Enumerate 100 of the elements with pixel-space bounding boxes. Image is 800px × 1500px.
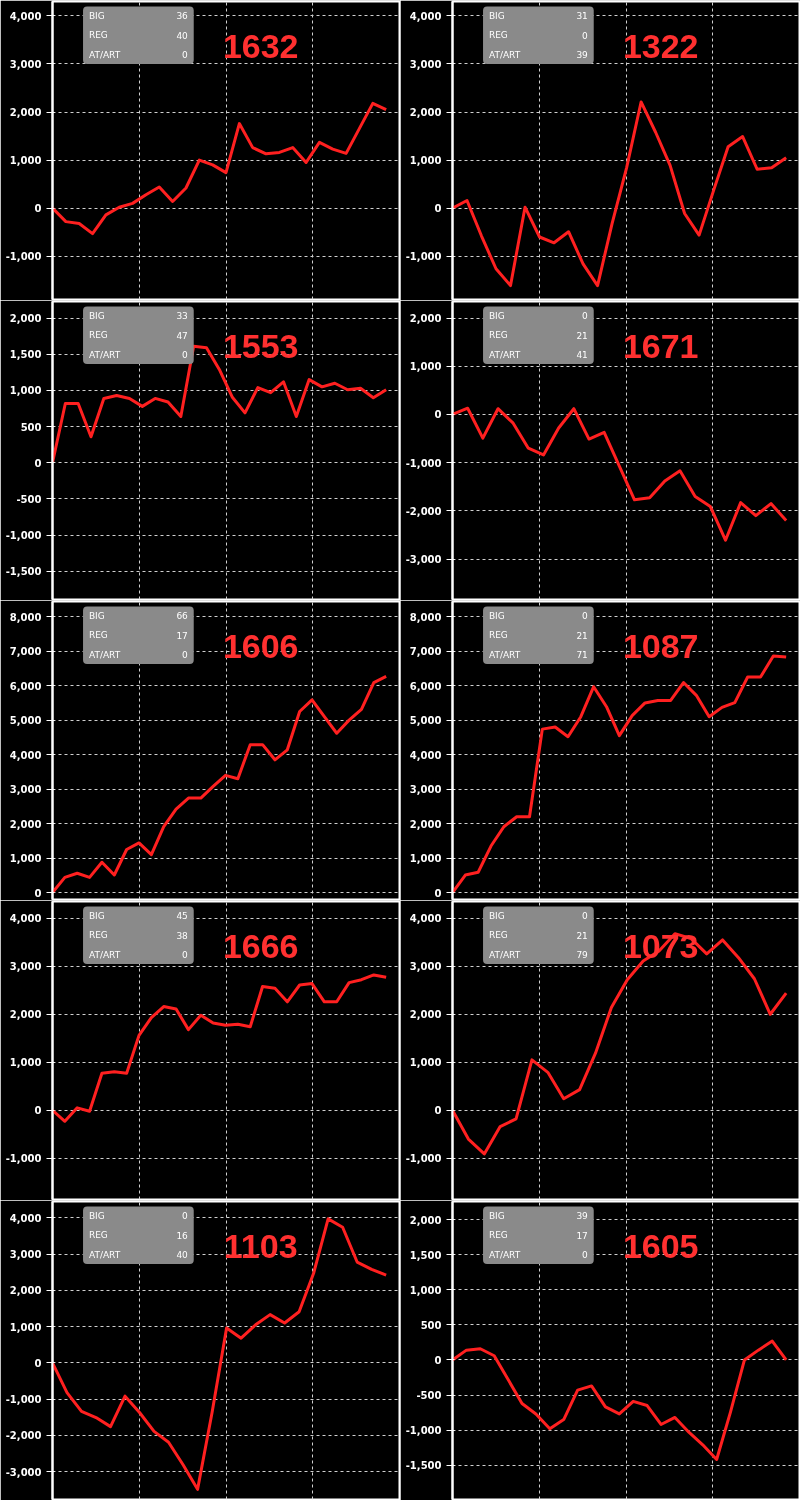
y-tick-label: 1,000 — [9, 1057, 42, 1069]
y-tick-label: 3,000 — [409, 784, 442, 796]
annotation: 31 — [576, 11, 588, 22]
y-tick-label: 4,000 — [9, 913, 42, 925]
y-tick-label: 1,000 — [409, 1284, 442, 1296]
annotation: 66 — [176, 611, 189, 622]
y-tick-label: -1,500 — [405, 1460, 442, 1472]
annotation: 0 — [182, 950, 189, 961]
y-tick-label: 0 — [434, 203, 442, 215]
y-tick-label: -3,000 — [405, 554, 442, 566]
y-tick-label: 2,000 — [9, 107, 42, 119]
annotation: BIG — [488, 1210, 505, 1221]
annotation: 21 — [576, 630, 588, 641]
y-tick-label: 2,000 — [9, 313, 42, 325]
annotation: 17 — [576, 1230, 588, 1241]
annotation: BIG — [88, 1210, 105, 1221]
y-tick-label: 1,000 — [9, 385, 42, 397]
annotation: REG — [88, 30, 108, 41]
annotation: AT/ART — [488, 949, 521, 960]
annotation: 0 — [582, 311, 589, 322]
y-tick-label: 0 — [34, 203, 42, 215]
annotation: 36 — [176, 11, 189, 22]
line-series — [452, 100, 788, 288]
annotation: 21 — [576, 330, 588, 341]
annotation: 39 — [576, 1211, 589, 1222]
y-tick-label: 8,000 — [409, 611, 442, 623]
y-tick-label: 0 — [34, 1357, 42, 1369]
y-tick-label: 2,000 — [409, 1214, 442, 1226]
y-tick-label: 0 — [34, 887, 42, 899]
line-series — [452, 406, 788, 542]
y-tick-label: 4,000 — [409, 10, 442, 22]
y-tick-label: -1,500 — [5, 566, 42, 578]
text: 1632 — [222, 26, 299, 65]
y-tick-label: 1,000 — [409, 853, 442, 865]
annotation: 16 — [176, 1230, 189, 1241]
annotation: 40 — [176, 1250, 189, 1261]
y-tick-label: 1,000 — [9, 1321, 42, 1333]
annotation: REG — [88, 930, 108, 941]
annotation: AT/ART — [88, 1249, 121, 1260]
line-series — [52, 674, 388, 895]
y-tick-label: -500 — [416, 1390, 442, 1402]
annotation: 0 — [582, 1250, 589, 1261]
line-series — [52, 101, 388, 236]
y-tick-label: -1,000 — [5, 530, 42, 542]
annotation: REG — [488, 630, 508, 641]
y-tick-label: 4,000 — [9, 10, 42, 22]
annotation: 45 — [176, 911, 188, 922]
annotation: AT/ART — [88, 649, 121, 660]
y-tick-label: 500 — [420, 1319, 442, 1331]
y-tick-label: 500 — [20, 421, 42, 433]
y-tick-label: -1,000 — [405, 251, 442, 263]
annotation: AT/ART — [88, 49, 121, 60]
annotation: BIG — [88, 610, 105, 621]
annotation: 0 — [582, 611, 589, 622]
annotation: 40 — [176, 30, 189, 41]
annotation: 33 — [176, 311, 188, 322]
y-tick-label: 5,000 — [9, 715, 42, 727]
annotation: 0 — [182, 350, 189, 361]
annotation: AT/ART — [488, 1249, 521, 1260]
y-tick-label: 7,000 — [9, 646, 42, 658]
y-tick-label: 1,500 — [409, 1249, 442, 1261]
annotation: 39 — [576, 50, 589, 61]
y-tick-label: 4,000 — [9, 749, 42, 761]
y-tick-label: 1,500 — [9, 349, 42, 361]
y-tick-label: 1,000 — [409, 1057, 442, 1069]
y-tick-label: 1,000 — [409, 361, 442, 373]
y-tick-label: 3,000 — [409, 961, 442, 973]
y-tick-label: 4,000 — [409, 913, 442, 925]
text: 1553 — [222, 326, 299, 365]
annotation: REG — [488, 1230, 508, 1241]
y-tick-label: 0 — [34, 457, 42, 469]
annotation: BIG — [488, 910, 505, 921]
y-tick-label: 2,000 — [9, 818, 42, 830]
y-tick-label: 3,000 — [9, 58, 42, 70]
y-tick-label: 2,000 — [9, 1009, 42, 1021]
y-tick-label: -1,000 — [405, 1153, 442, 1165]
y-tick-label: 4,000 — [9, 1212, 42, 1224]
y-tick-label: -1,000 — [405, 1425, 442, 1437]
y-tick-label: 1,000 — [409, 155, 442, 167]
y-tick-label: 0 — [434, 409, 442, 421]
y-tick-label: 0 — [34, 1105, 42, 1117]
annotation: AT/ART — [488, 649, 521, 660]
text: 1322 — [622, 26, 699, 65]
y-tick-label: 0 — [434, 1354, 442, 1366]
y-tick-label: 7,000 — [409, 646, 442, 658]
y-tick-label: 1,000 — [9, 853, 42, 865]
y-tick-label: 2,000 — [409, 818, 442, 830]
annotation: AT/ART — [488, 349, 521, 360]
y-tick-label: 0 — [434, 887, 442, 899]
y-tick-label: 3,000 — [409, 58, 442, 70]
line-series — [452, 1339, 788, 1462]
text: 1671 — [622, 326, 699, 365]
annotation: AT/ART — [88, 349, 121, 360]
y-tick-label: -3,000 — [5, 1466, 42, 1478]
annotation: REG — [488, 30, 508, 41]
annotation: REG — [88, 330, 108, 341]
y-tick-label: 5,000 — [409, 715, 442, 727]
annotation: 0 — [182, 1211, 189, 1222]
y-tick-label: 3,000 — [9, 961, 42, 973]
y-tick-label: 2,000 — [409, 1009, 442, 1021]
